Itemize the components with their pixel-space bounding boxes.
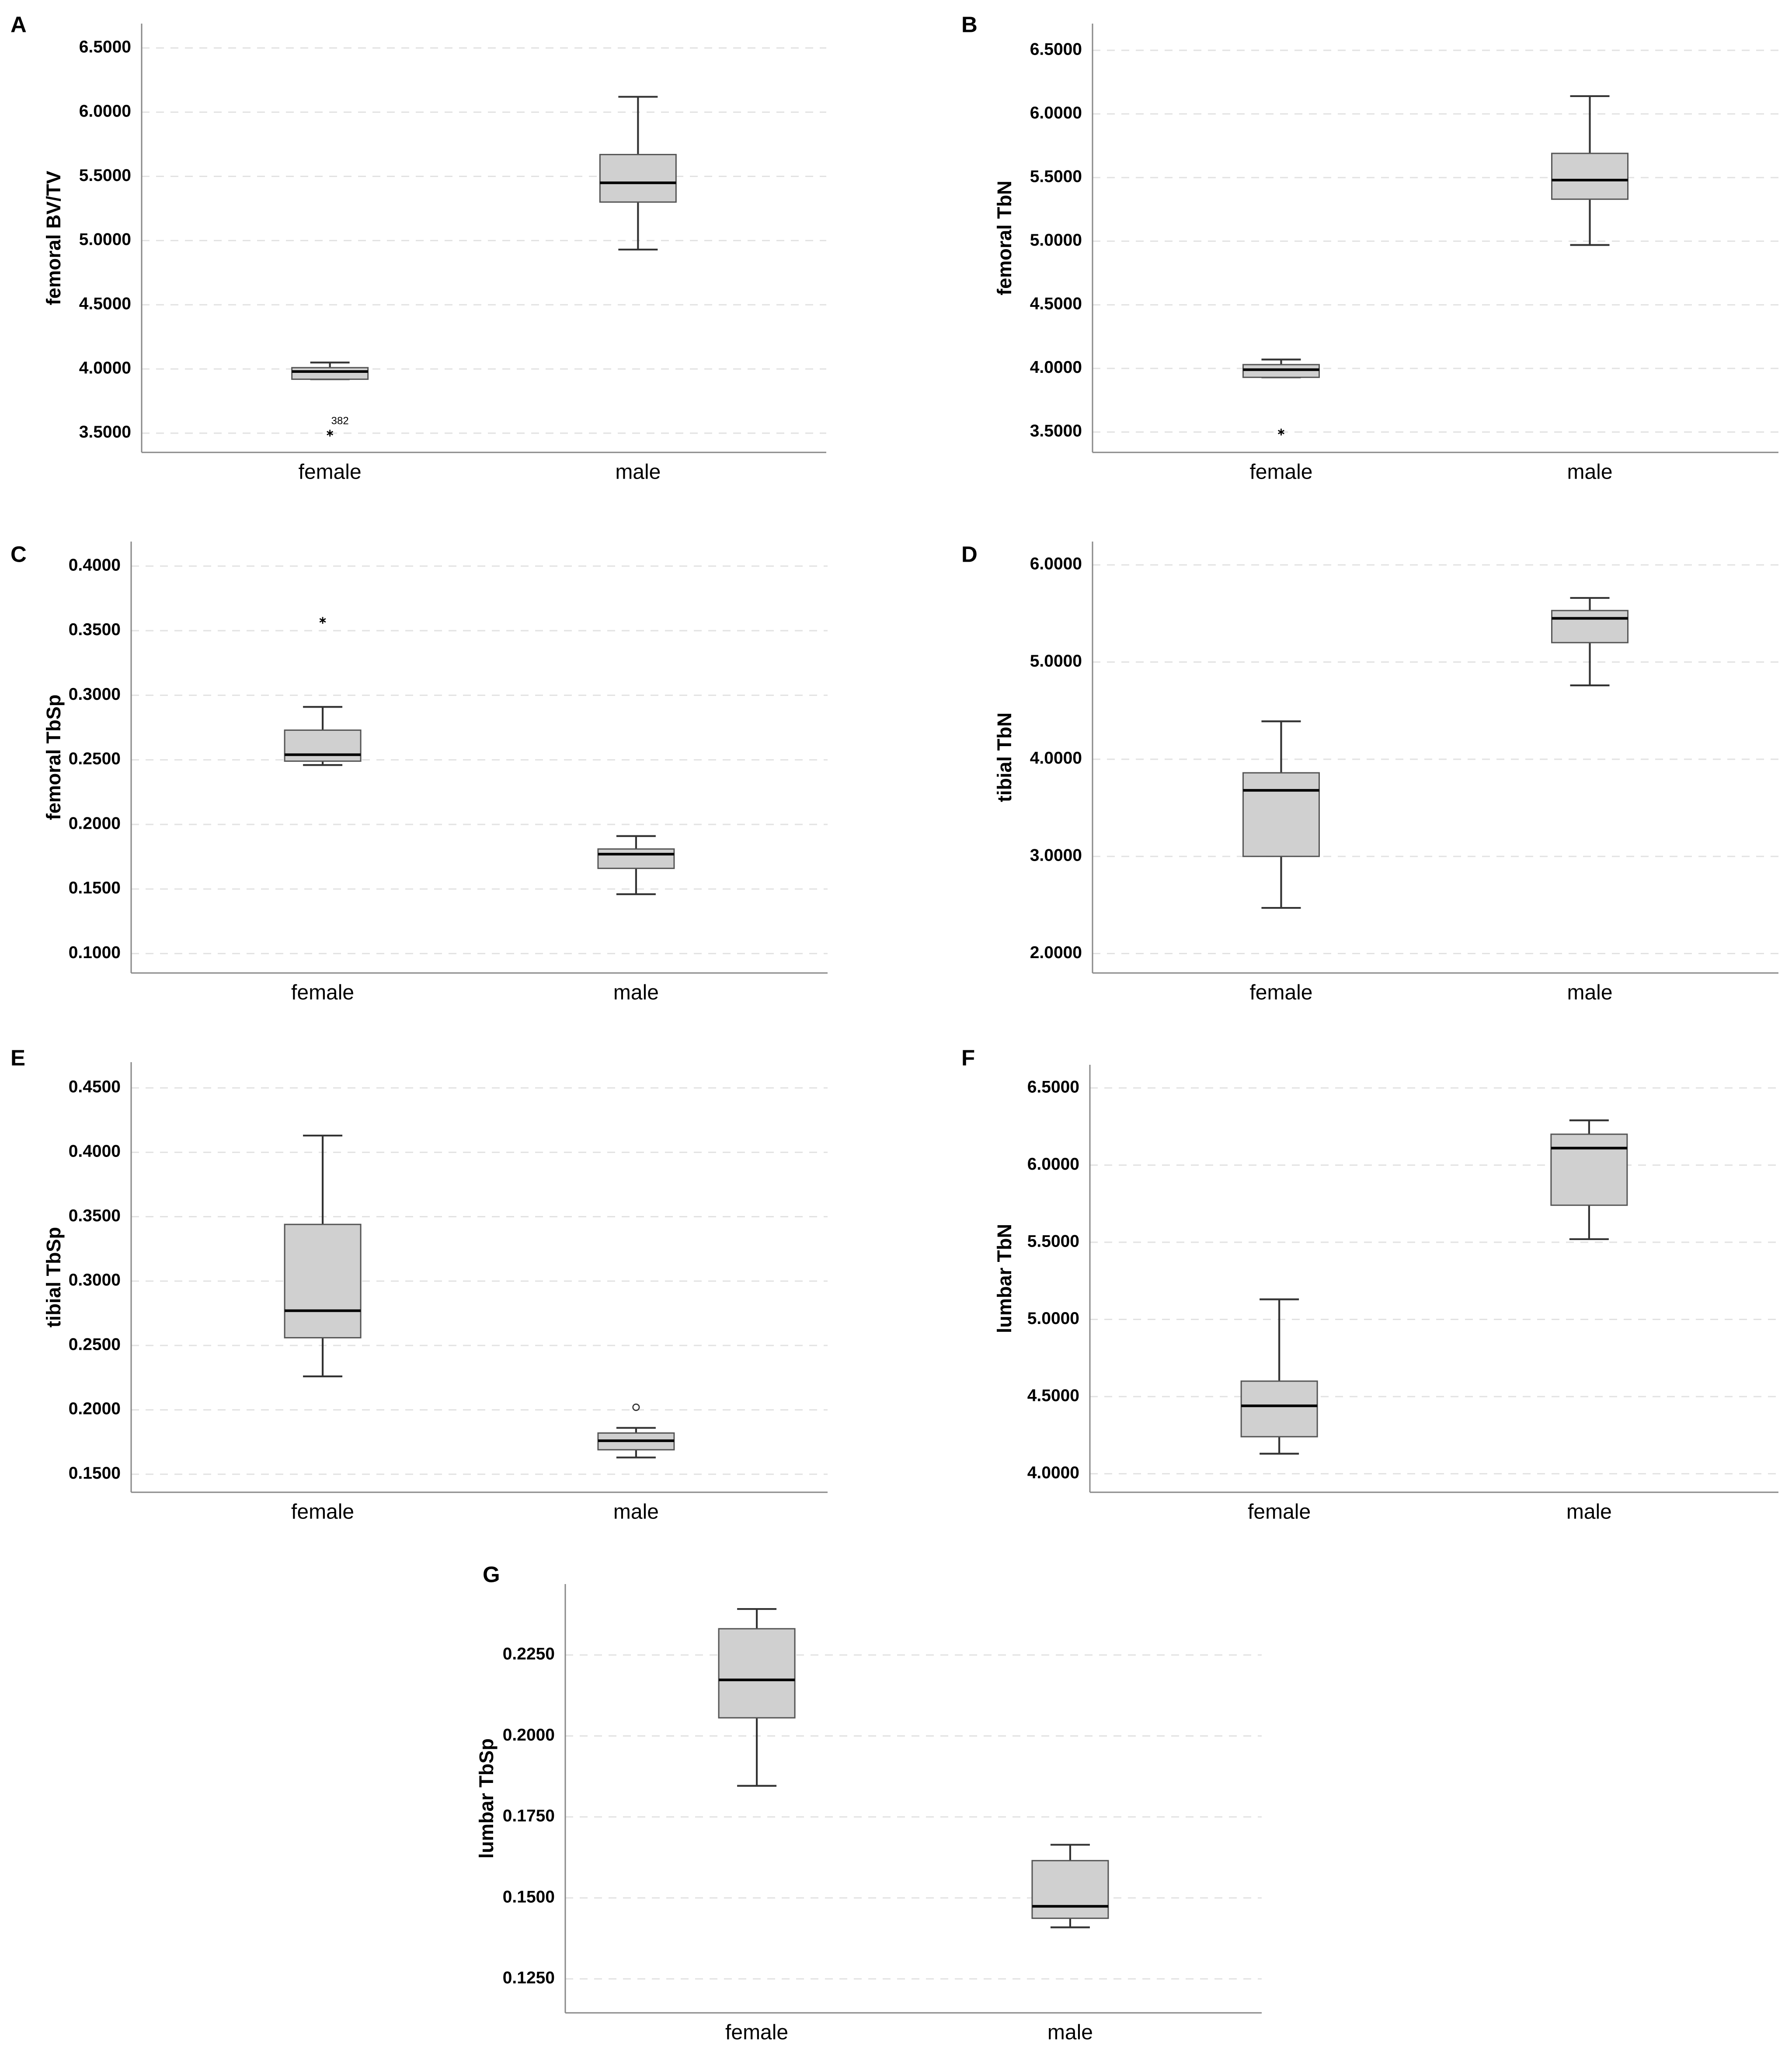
x-tick-label: male (1566, 1501, 1612, 1524)
y-tick-label: 5.5000 (79, 166, 131, 185)
y-tick-label: 0.1500 (69, 879, 121, 897)
y-tick-label: 4.0000 (1030, 749, 1082, 768)
panel-label: C (10, 542, 27, 566)
y-tick-label: 0.4000 (69, 1142, 121, 1161)
box (1031, 1860, 1109, 1919)
x-tick-label: female (1249, 981, 1312, 1004)
y-tick-label: 5.0000 (1027, 1309, 1079, 1328)
y-tick-label: 6.0000 (1030, 104, 1082, 122)
x-tick-label: female (291, 981, 354, 1004)
y-tick-label: 2.0000 (1030, 943, 1082, 962)
box (1551, 610, 1629, 643)
y-tick-label: 0.2250 (503, 1645, 555, 1664)
x-tick-label: male (1567, 981, 1613, 1004)
x-tick-label: male (1567, 461, 1613, 484)
x-tick-label: female (291, 1501, 354, 1524)
box (1240, 1380, 1318, 1438)
y-tick-label: 6.5000 (1027, 1077, 1079, 1096)
y-tick-label: 4.0000 (1027, 1463, 1079, 1482)
outlier-extreme (1278, 428, 1284, 436)
panel-label: E (10, 1045, 25, 1070)
y-tick-label: 6.0000 (79, 102, 131, 121)
box (1242, 772, 1320, 857)
y-tick-label: 6.5000 (1030, 40, 1082, 59)
y-axis-label: tibial TbN (993, 712, 1016, 802)
y-tick-label: 3.0000 (1030, 846, 1082, 865)
y-tick-label: 3.5000 (79, 423, 131, 441)
y-tick-label: 0.2000 (69, 814, 121, 833)
box (1550, 1133, 1628, 1206)
y-tick-label: 6.5000 (79, 38, 131, 56)
panel-label: F (961, 1045, 975, 1070)
y-tick-label: 0.3000 (69, 685, 121, 704)
y-tick-label: 0.1250 (503, 1968, 555, 1987)
y-tick-label: 0.2500 (69, 750, 121, 768)
outlier (632, 1404, 640, 1411)
outlier-extreme (327, 430, 334, 437)
y-tick-label: 5.0000 (1030, 231, 1082, 250)
y-tick-label: 0.3500 (69, 620, 121, 639)
box (284, 729, 362, 762)
y-tick-label: 5.0000 (1030, 652, 1082, 671)
y-tick-label: 4.5000 (79, 295, 131, 313)
y-tick-label: 0.2000 (69, 1400, 121, 1418)
y-tick-label: 4.0000 (79, 358, 131, 377)
y-tick-label: 0.3000 (69, 1271, 121, 1289)
y-tick-label: 0.1500 (69, 1464, 121, 1483)
box (1551, 153, 1629, 200)
x-tick-label: male (1047, 2021, 1093, 2044)
y-tick-label: 3.5000 (1030, 422, 1082, 441)
y-axis-label: lumbar TbSp (475, 1738, 498, 1859)
y-tick-label: 0.4500 (69, 1077, 121, 1096)
x-tick-label: male (613, 981, 659, 1004)
x-tick-label: female (1248, 1501, 1311, 1524)
y-tick-label: 0.1500 (503, 1887, 555, 1906)
panel-label: A (10, 12, 27, 37)
outlier-label: 382 (331, 415, 349, 427)
y-tick-label: 0.4000 (69, 556, 121, 574)
y-tick-label: 0.1750 (503, 1807, 555, 1825)
y-tick-label: 0.1000 (69, 943, 121, 962)
y-tick-label: 0.2000 (503, 1726, 555, 1744)
panel-label: D (961, 542, 978, 566)
y-axis-label: femoral TbSp (42, 695, 65, 820)
y-tick-label: 5.5000 (1030, 167, 1082, 186)
box (284, 1223, 362, 1338)
box (597, 848, 675, 869)
y-tick-label: 4.5000 (1030, 295, 1082, 313)
y-tick-label: 6.0000 (1030, 555, 1082, 573)
y-tick-label: 6.0000 (1027, 1155, 1079, 1174)
panel-label: G (483, 1562, 500, 1587)
y-tick-label: 5.5000 (1027, 1232, 1079, 1251)
y-tick-label: 4.0000 (1030, 358, 1082, 377)
x-tick-label: male (615, 461, 661, 484)
y-tick-label: 5.0000 (79, 230, 131, 249)
x-tick-label: male (613, 1501, 659, 1524)
y-tick-label: 0.3500 (69, 1206, 121, 1225)
box (718, 1628, 796, 1719)
box (599, 154, 677, 203)
x-tick-label: female (725, 2021, 788, 2044)
x-tick-label: female (299, 461, 362, 484)
y-axis-label: tibial TbSp (42, 1227, 65, 1327)
y-axis-label: femoral TbN (993, 181, 1016, 295)
y-tick-label: 0.2500 (69, 1335, 121, 1354)
x-tick-label: female (1249, 461, 1312, 484)
y-axis-label: lumbar TbN (993, 1224, 1016, 1333)
box (291, 367, 369, 380)
outlier-extreme (319, 617, 326, 624)
y-tick-label: 4.5000 (1027, 1386, 1079, 1405)
y-axis-label: femoral BV/TV (42, 171, 65, 305)
panel-label: B (961, 12, 978, 37)
